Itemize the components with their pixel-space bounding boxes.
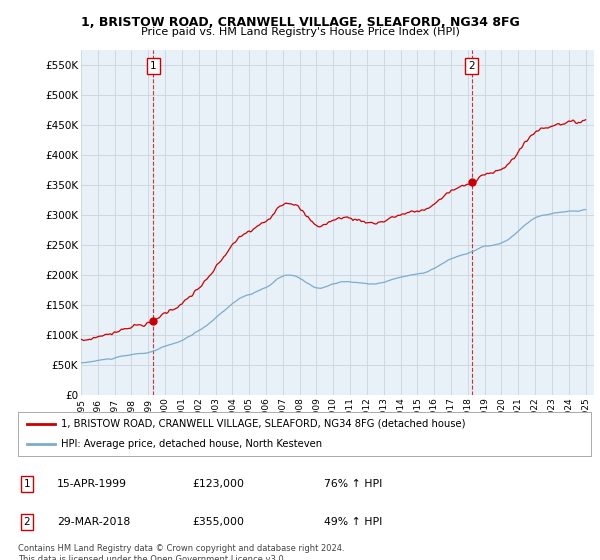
- Text: 2: 2: [23, 517, 31, 527]
- Text: £123,000: £123,000: [192, 479, 244, 489]
- Text: Price paid vs. HM Land Registry's House Price Index (HPI): Price paid vs. HM Land Registry's House …: [140, 27, 460, 37]
- Text: 1: 1: [23, 479, 31, 489]
- Text: 29-MAR-2018: 29-MAR-2018: [57, 517, 130, 527]
- Text: 15-APR-1999: 15-APR-1999: [57, 479, 127, 489]
- Text: 76% ↑ HPI: 76% ↑ HPI: [324, 479, 382, 489]
- Text: Contains HM Land Registry data © Crown copyright and database right 2024.
This d: Contains HM Land Registry data © Crown c…: [18, 544, 344, 560]
- Text: 1: 1: [150, 61, 157, 71]
- Text: 49% ↑ HPI: 49% ↑ HPI: [324, 517, 382, 527]
- Text: HPI: Average price, detached house, North Kesteven: HPI: Average price, detached house, Nort…: [61, 439, 322, 449]
- Text: £355,000: £355,000: [192, 517, 244, 527]
- Text: 1, BRISTOW ROAD, CRANWELL VILLAGE, SLEAFORD, NG34 8FG (detached house): 1, BRISTOW ROAD, CRANWELL VILLAGE, SLEAF…: [61, 419, 466, 429]
- Text: 2: 2: [469, 61, 475, 71]
- Text: 1, BRISTOW ROAD, CRANWELL VILLAGE, SLEAFORD, NG34 8FG: 1, BRISTOW ROAD, CRANWELL VILLAGE, SLEAF…: [80, 16, 520, 29]
